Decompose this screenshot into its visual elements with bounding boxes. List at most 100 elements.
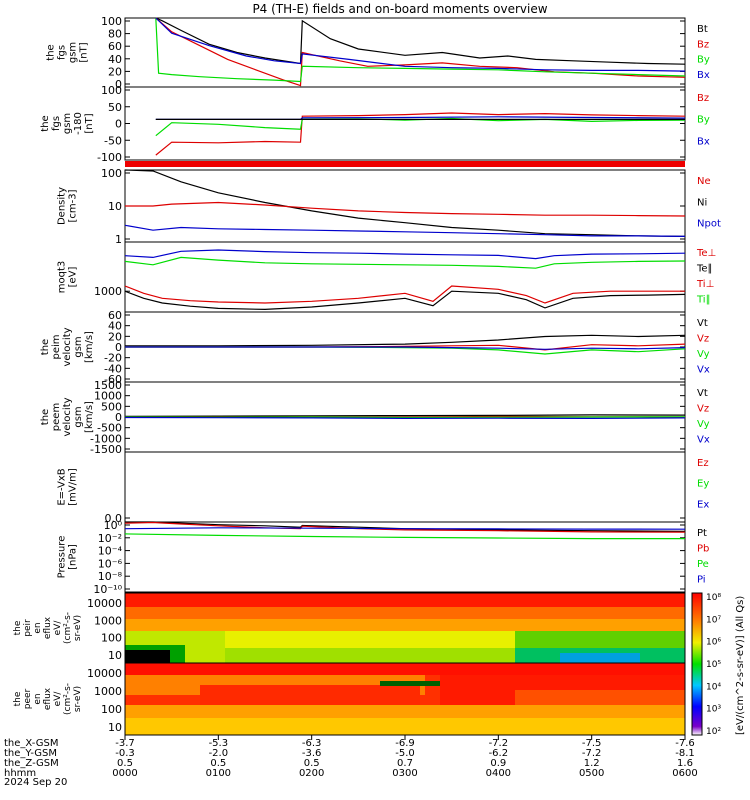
y-tick-label: 0	[115, 341, 122, 354]
series-Pb	[124, 521, 686, 533]
x-tick-label: 0.5	[210, 758, 226, 769]
x-tick-label: 0600	[672, 768, 697, 779]
legend-entry: Te⊥	[696, 248, 716, 259]
y-tick-label: 1000	[94, 685, 122, 698]
x-tick-label: -8.1	[675, 748, 695, 759]
series-Vx	[124, 416, 686, 419]
y-tick-label: -40	[104, 362, 122, 375]
x-tick-label: 0.5	[304, 758, 320, 769]
x-tick-label: -6.3	[302, 738, 322, 749]
series-Te⊥	[124, 249, 686, 260]
spectrogram-peir	[125, 593, 685, 663]
y-axis-label: [nT]	[79, 42, 90, 62]
series-Pt	[125, 521, 686, 532]
x-row-label: the_Z-GSM	[4, 758, 59, 769]
y-axis-label: en	[33, 622, 43, 633]
colorbar-tick: 10²	[706, 727, 721, 737]
legend-entry: Vx	[697, 365, 710, 376]
y-tick-label: -1500	[90, 443, 122, 456]
y-axis-label: en	[33, 693, 43, 704]
panel-density: 100 10 1 Density [cm-3] Ne Ni Npot	[57, 167, 721, 246]
y-tick-label: 10	[108, 721, 122, 734]
y-tick-label: 40	[108, 320, 122, 333]
y-axis-label: the	[13, 620, 23, 635]
legend-entry: Pe	[697, 559, 709, 570]
legend-entry: Vz	[697, 334, 709, 345]
y-axis-label: the	[40, 409, 51, 425]
plot-title: P4 (TH-E) fields and on-board moments ov…	[252, 2, 547, 16]
y-axis-label: the	[40, 339, 51, 355]
y-tick-label: 0	[115, 118, 122, 131]
legend-entry: Ex	[697, 499, 709, 510]
y-axis-label: velocity	[62, 397, 73, 436]
legend-entry: Vy	[697, 419, 710, 430]
y-axis-label: eflux	[43, 616, 53, 639]
x-row-label: hhmm	[4, 768, 36, 779]
x-tick-label: -6.2	[489, 748, 509, 759]
legend-entry: By	[697, 115, 710, 126]
x-tick-label: -5.3	[209, 738, 229, 749]
x-tick-label: 0100	[206, 768, 231, 779]
legend-entry: Pi	[697, 575, 706, 586]
legend-entry: Ez	[697, 458, 709, 469]
x-tick-label: -7.6	[675, 738, 695, 749]
colorbar-tick: 10³	[706, 705, 721, 715]
colorbar-tick: 10⁶	[706, 638, 721, 648]
series-Pe	[124, 533, 685, 540]
series-Bt	[155, 17, 686, 65]
y-axis-label: velocity	[62, 327, 73, 366]
legend-entry: Vt	[697, 388, 708, 399]
y-tick-label: -50	[104, 134, 122, 147]
y-tick-label: 10⁻⁶	[98, 557, 123, 570]
y-axis-label: moqt3	[57, 261, 68, 294]
y-axis-label: [eV]	[68, 267, 79, 288]
y-axis-label: [mV/m]	[68, 468, 79, 506]
y-tick-label: 0.0	[105, 512, 123, 525]
x-tick-label: 0200	[299, 768, 324, 779]
y-tick-label: 10000	[87, 597, 122, 610]
legend-entry: Ti∥	[696, 295, 711, 306]
red-strip	[125, 161, 685, 167]
y-axis-label: [nT]	[84, 113, 95, 133]
y-axis-label: gsm	[73, 406, 84, 427]
y-tick-label: 20	[108, 65, 122, 78]
y-tick-label: -1000	[90, 432, 122, 445]
y-tick-label: 10	[108, 649, 122, 662]
y-axis-label: fgs	[57, 45, 68, 60]
y-tick-label: 10⁻¹⁰	[93, 583, 122, 596]
y-tick-label: 60	[108, 309, 122, 322]
x-tick-label: -7.5	[582, 738, 602, 749]
y-axis-label: E=-VxB	[57, 468, 68, 505]
x-tick-label: 0500	[579, 768, 604, 779]
y-tick-label: -100	[97, 151, 122, 164]
y-axis-label: gsm	[68, 42, 79, 63]
series-Npot	[124, 224, 686, 237]
y-tick-label: 500	[101, 400, 122, 413]
x-tick-label: 0300	[392, 768, 417, 779]
colorbar-tick: 10⁵	[706, 660, 721, 670]
y-axis-label: [cm-3]	[68, 189, 79, 222]
legend-entry: By	[697, 55, 710, 66]
y-tick-label: 100	[101, 84, 122, 97]
y-tick-label: -20	[104, 352, 122, 365]
y-axis-label: sr-eV)	[73, 686, 83, 712]
y-axis-label: [km/s]	[84, 331, 95, 363]
legend-entry: Bx	[697, 70, 710, 81]
y-axis-label: peim	[51, 334, 62, 359]
colorbar-tick: 10⁷	[706, 615, 721, 625]
y-axis-label: peem	[51, 403, 62, 431]
y-tick-label: 1	[115, 233, 122, 246]
y-tick-label: 50	[108, 101, 122, 114]
y-axis-label: [km/s]	[84, 401, 95, 433]
legend-entry: Npot	[697, 219, 721, 230]
colorbar-ticks: 10⁸ 10⁷ 10⁶ 10⁵ 10⁴ 10³ 10²	[706, 593, 721, 737]
legend-entry: Vx	[697, 435, 710, 446]
legend-entry: Ey	[697, 479, 709, 490]
colorbar-label: [eV/(cm^2-s-sr-eV)] (All Qs)	[735, 596, 746, 735]
legend-entry: Vy	[697, 349, 710, 360]
